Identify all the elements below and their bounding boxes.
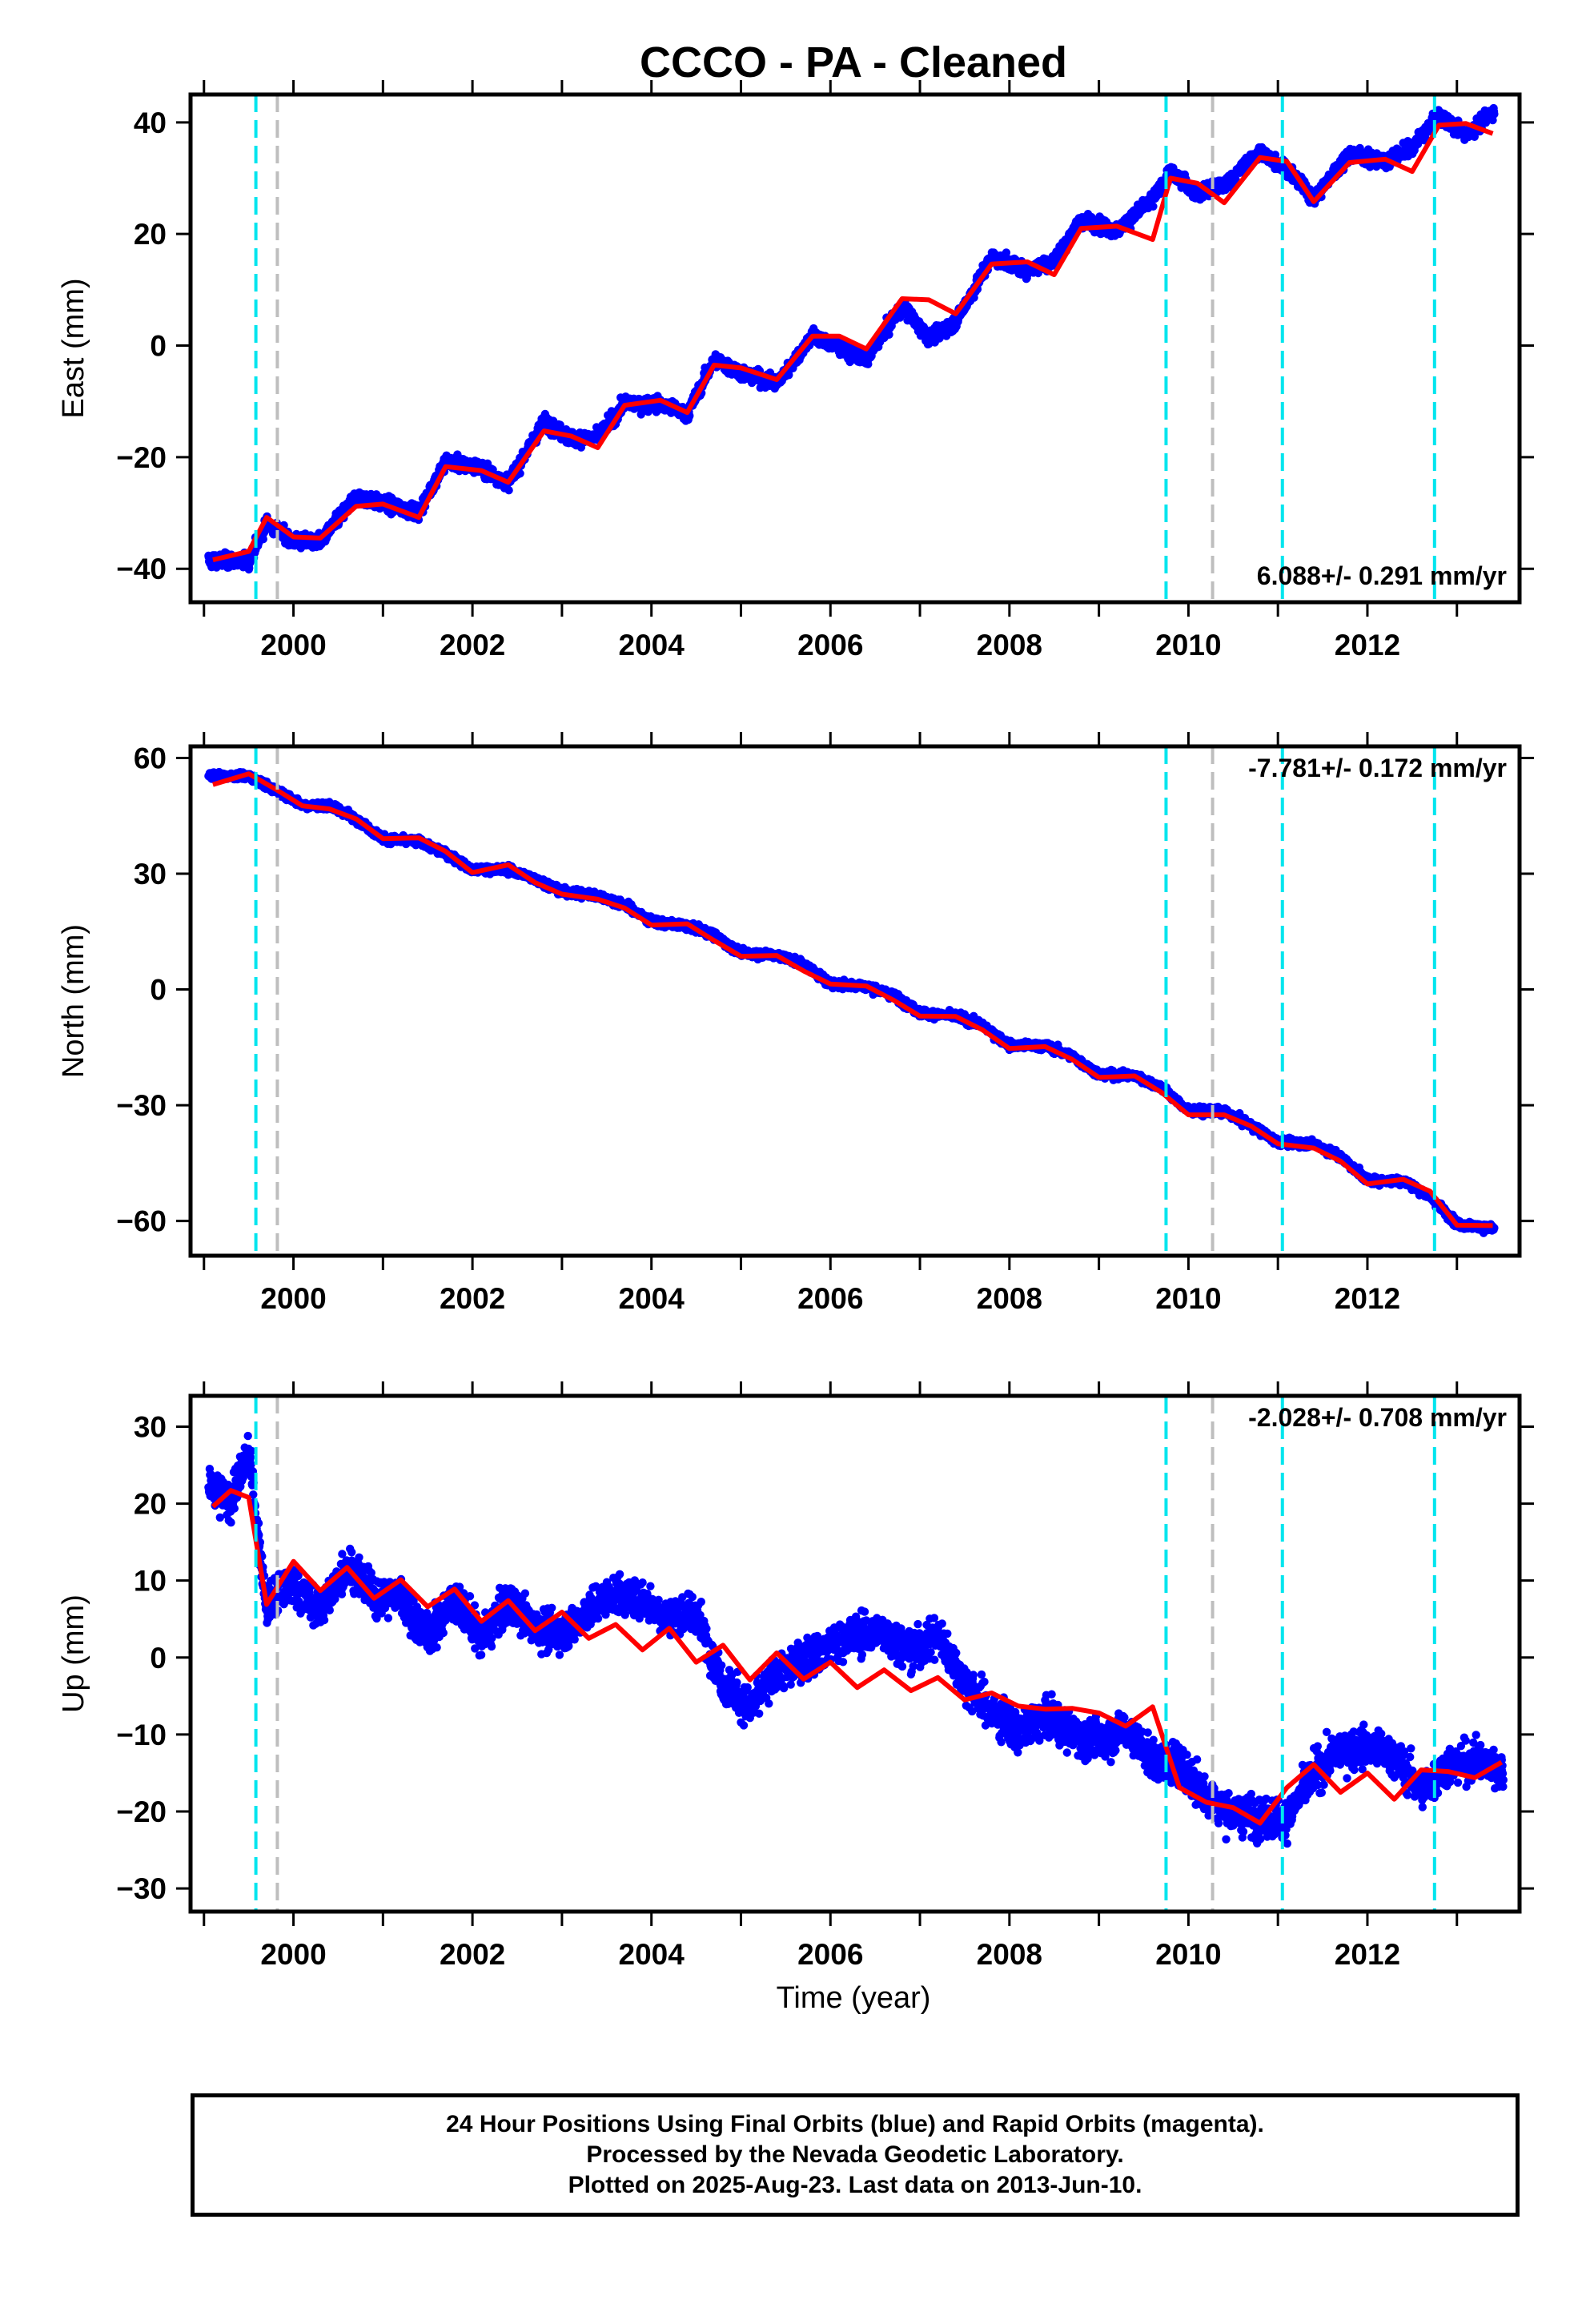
- east-x-tick-label: 2012: [1335, 629, 1400, 661]
- east-x-tick-label: 2010: [1155, 629, 1221, 661]
- east-panel: 2000 2002 2004 2006 2008 2010 2012 −40 −20 0 20 40 E…: [57, 80, 1534, 661]
- east-data-point: [951, 317, 961, 327]
- east-plot-area: [204, 103, 1499, 574]
- east-x-tick-label: 2004: [619, 629, 685, 661]
- north-panel: 2000 2002 2004 2006 2008 2010 2012−60−3003060N…: [57, 732, 1534, 1315]
- page-title: CCCO - PA - Cleaned: [640, 38, 1067, 86]
- east-x-tick-label: 2000: [260, 629, 326, 661]
- north-plot-area: [204, 767, 1499, 1237]
- east-data-point: [986, 252, 996, 262]
- east-data-point: [1488, 107, 1497, 117]
- east-data-point: [351, 492, 361, 501]
- east-data-point: [885, 330, 893, 339]
- east-y-axis-title: East (mm): [57, 278, 90, 418]
- east-data-point: [1022, 265, 1032, 275]
- east-data-point: [1219, 180, 1229, 190]
- east-data-point: [1149, 202, 1158, 211]
- east-x-tick-label: 2008: [977, 629, 1042, 661]
- east-data-point: [834, 344, 844, 353]
- east-data-point: [1345, 149, 1355, 159]
- east-data-point: [1193, 190, 1203, 199]
- east-y-tick-label: 0: [150, 330, 167, 363]
- east-y-tick-label: 40: [134, 107, 167, 139]
- east-data-point: [1148, 194, 1158, 203]
- east-data-point: [504, 486, 513, 495]
- east-data-point: [1461, 130, 1471, 139]
- east-data-point: [924, 334, 934, 344]
- east-rate-label: 6.088+/- 0.291 mm/yr: [1257, 561, 1507, 590]
- east-y-tick-label: −20: [116, 441, 167, 474]
- east-data-point: [1076, 214, 1086, 223]
- east-frame: [188, 92, 1522, 605]
- east-data-point: [540, 416, 549, 426]
- east-data-point: [1255, 147, 1265, 157]
- east-data-point: [244, 557, 254, 566]
- east-data-point: [1166, 168, 1175, 178]
- east-data-point: [593, 432, 603, 442]
- east-data-point: [1002, 248, 1011, 257]
- east-data-point: [709, 355, 719, 364]
- east-data-point: [441, 456, 451, 466]
- east-data-points: [204, 103, 1499, 574]
- east-y-tick-label: 20: [134, 218, 167, 251]
- east-x-tick-label: 2006: [797, 629, 863, 661]
- east-data-point: [772, 380, 781, 389]
- east-y-tick-label: −40: [116, 553, 167, 585]
- east-data-point: [1407, 143, 1417, 152]
- east-data-point: [861, 355, 871, 364]
- east-data-point: [1434, 111, 1443, 120]
- east-data-point: [1050, 256, 1059, 266]
- east-data-point: [259, 535, 267, 544]
- east-x-tick-label: 2002: [440, 629, 505, 661]
